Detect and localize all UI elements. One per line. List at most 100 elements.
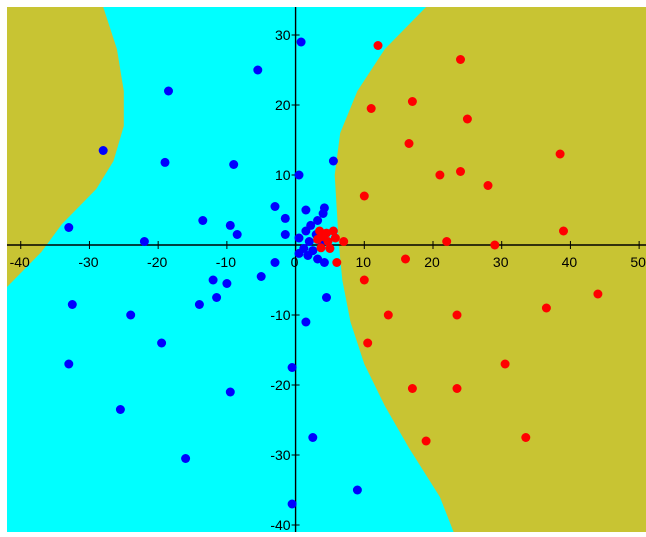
blue-point [253, 65, 263, 75]
y-tick-label: 10 [275, 167, 291, 183]
x-tick-label: 0 [291, 254, 299, 270]
red-point [359, 191, 369, 201]
x-tick-label: 50 [630, 254, 646, 270]
blue-point [98, 146, 108, 155]
blue-point [303, 251, 313, 260]
blue-point [270, 258, 280, 267]
blue-point [294, 248, 304, 258]
red-point [462, 114, 472, 124]
blue-point [194, 300, 204, 309]
red-point [456, 55, 465, 64]
y-tick-label: -40 [270, 517, 290, 532]
blue-point [157, 338, 167, 348]
red-point [366, 104, 376, 113]
blue-point [181, 454, 191, 463]
blue-point [322, 293, 331, 302]
red-point [442, 237, 452, 246]
blue-point [319, 203, 329, 213]
red-point [363, 338, 373, 348]
blue-point [294, 233, 304, 243]
blue-point [164, 86, 173, 96]
blue-point [160, 157, 170, 167]
blue-point [64, 223, 74, 232]
red-point [490, 240, 500, 250]
blue-point [352, 485, 362, 495]
blue-point [287, 499, 297, 509]
blue-point [313, 216, 323, 225]
blue-point [306, 220, 316, 230]
blue-point [229, 160, 239, 169]
red-point [559, 226, 568, 236]
blue-point [225, 220, 235, 230]
blue-point [256, 272, 266, 281]
red-point [330, 233, 340, 243]
blue-point [301, 317, 311, 327]
blue-point [280, 230, 290, 239]
red-point [456, 167, 465, 176]
x-tick-label: -40 [10, 254, 30, 270]
red-point [452, 384, 462, 393]
region-olive-left [7, 7, 124, 287]
decision-regions [7, 7, 646, 532]
blue-point [328, 156, 338, 166]
red-point [421, 436, 431, 446]
red-point [332, 258, 342, 267]
blue-point [208, 275, 218, 285]
blue-point [301, 205, 311, 215]
red-point [401, 254, 410, 264]
red-point [313, 234, 323, 244]
red-point [339, 237, 349, 246]
data-points [64, 37, 603, 509]
y-tick-label: 30 [275, 27, 291, 43]
red-point [328, 226, 338, 236]
red-point [541, 303, 551, 313]
blue-point [270, 202, 280, 211]
red-point [407, 384, 417, 393]
red-point [452, 310, 462, 320]
red-point [322, 228, 331, 238]
blue-point [198, 216, 208, 225]
blue-point [225, 387, 235, 397]
x-tick-label: 40 [562, 254, 578, 270]
red-point [404, 139, 414, 148]
blue-point [115, 405, 125, 414]
red-point [325, 244, 335, 253]
red-point [383, 310, 393, 320]
blue-point [319, 258, 329, 267]
blue-point [287, 363, 297, 372]
axis-ticks: -40 -30 -20 -10 0 10 20 30 40 50 -40 -30 -20 -10 10 20 3… [10, 27, 646, 533]
blue-point [304, 237, 314, 246]
red-point [435, 170, 445, 180]
y-tick-label: -10 [270, 307, 290, 323]
red-point [593, 289, 603, 299]
blue-point [280, 213, 290, 223]
blue-point [296, 37, 306, 47]
x-tick-label: 10 [356, 254, 372, 270]
blue-point [294, 170, 304, 180]
red-point [407, 97, 417, 106]
blue-point [64, 359, 74, 369]
blue-point [222, 279, 232, 288]
blue-point [212, 293, 222, 302]
y-tick-label: -30 [270, 447, 290, 463]
red-point [555, 149, 565, 159]
blue-point [308, 433, 318, 442]
blue-point [232, 230, 242, 239]
y-tick-label: 20 [275, 97, 291, 113]
blue-point [67, 300, 77, 309]
y-tick-label: -20 [270, 377, 290, 393]
region-olive-right [334, 7, 646, 532]
red-point [521, 433, 531, 442]
x-tick-label: -10 [216, 254, 236, 270]
red-point [316, 243, 326, 253]
x-tick-label: 20 [424, 254, 440, 270]
x-tick-label: -30 [78, 254, 98, 270]
red-point [500, 359, 510, 369]
blue-point [126, 310, 136, 320]
red-point [483, 181, 493, 190]
red-point [359, 275, 369, 285]
x-tick-label: 30 [493, 254, 509, 270]
blue-point [139, 237, 149, 246]
